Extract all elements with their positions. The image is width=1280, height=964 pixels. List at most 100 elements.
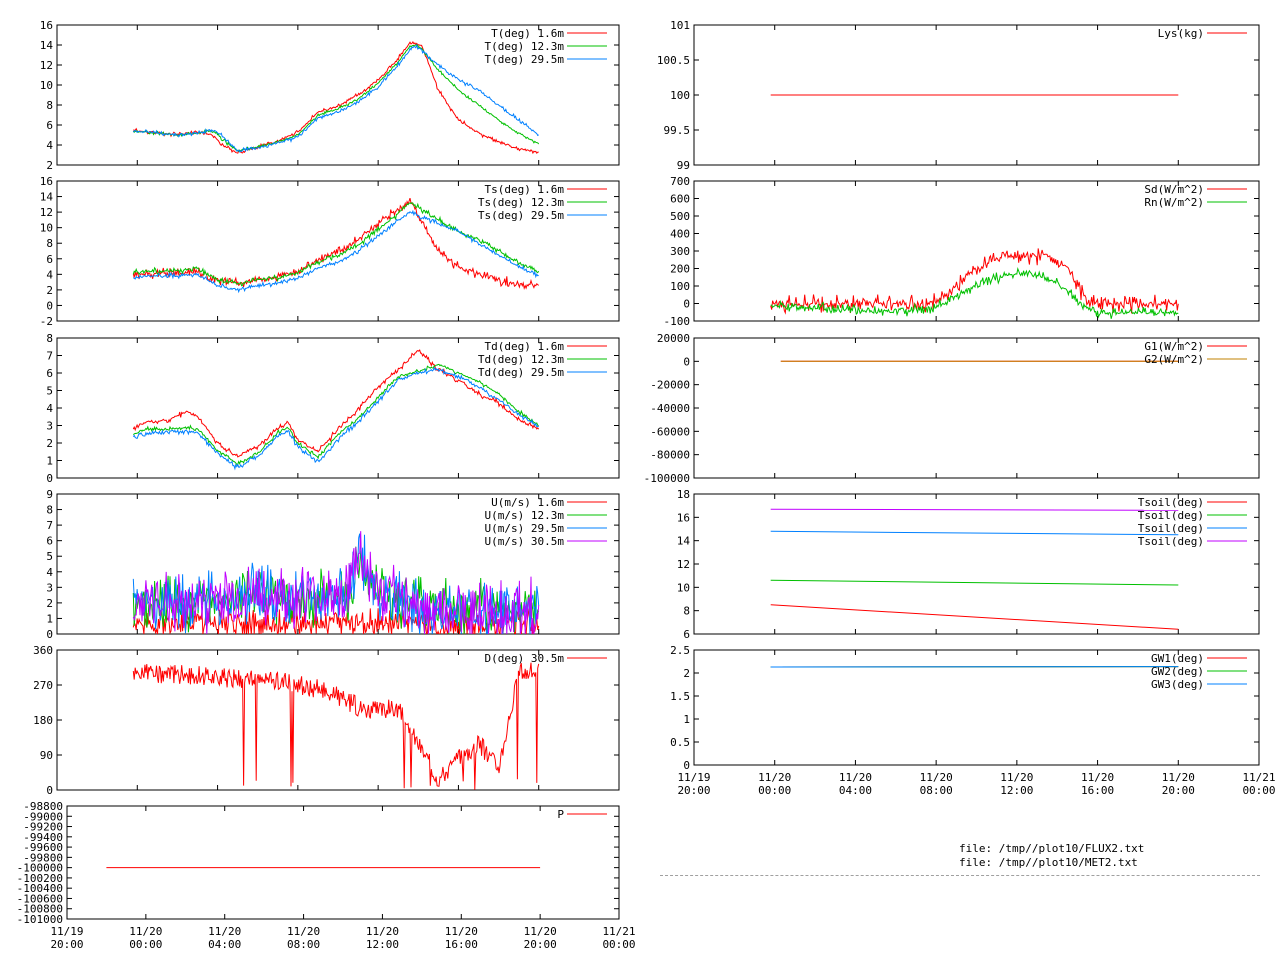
y-tick-label: 700 [670,175,690,188]
y-tick-label: 600 [670,193,690,206]
file-path-label: file: /tmp//plot10/FLUX2.txt [959,842,1144,855]
y-tick-label: 400 [670,228,690,241]
y-tick-label: 7 [46,350,53,363]
series-line-tsoil-3 [771,509,1179,510]
x-tick-label-date: 11/21 [602,925,635,938]
legend-label: Td(deg) 12.3m [478,353,564,366]
y-tick-label: 3 [46,581,53,594]
y-tick-label: 4 [46,139,53,152]
series-line-t-0 [133,42,538,153]
legend-label: P [557,808,564,821]
y-tick-label: 14 [677,535,691,548]
series-line-tsoil-1 [771,580,1179,585]
y-tick-label: 100 [670,280,690,293]
legend-label: U(m/s) 30.5m [485,535,565,548]
legend-label: Tsoil(deg) [1138,509,1204,522]
x-tick-label-time: 00:00 [129,938,162,951]
y-tick-label: 8 [46,99,53,112]
y-tick-label: 4 [46,566,53,579]
legend-label: U(m/s) 1.6m [491,496,564,509]
y-tick-label: 1 [46,455,53,468]
y-tick-label: 10 [40,79,53,92]
legend-label: GW1(deg) [1151,652,1204,665]
file-path-label: file: /tmp//plot10/MET2.txt [959,856,1138,869]
y-tick-label: 12 [677,558,690,571]
legend-label: G2(W/m^2) [1144,353,1204,366]
y-tick-label: 1 [46,612,53,625]
y-tick-label: 2 [46,159,53,172]
x-tick-label-date: 11/20 [920,771,953,784]
y-tick-label: 8 [46,504,53,517]
legend-label: T(deg) 12.3m [485,40,565,53]
y-tick-label: -20000 [650,379,690,392]
y-tick-label: -40000 [650,402,690,415]
series-line-td-2 [133,368,538,469]
legend-label: T(deg) 1.6m [491,27,564,40]
y-tick-label: 100 [670,89,690,102]
legend-label: Sd(W/m^2) [1144,183,1204,196]
y-tick-label: 300 [670,245,690,258]
y-tick-label: -60000 [650,425,690,438]
y-tick-label: 12 [40,59,53,72]
legend-label: T(deg) 29.5m [485,53,565,66]
y-tick-label: 200 [670,263,690,276]
legend-label: Ts(deg) 29.5m [478,209,564,222]
y-tick-label: 1.5 [670,690,690,703]
x-tick-label-date: 11/19 [50,925,83,938]
x-tick-label-date: 11/20 [366,925,399,938]
chart-gw: 00.511.522.511/1920:0011/2000:0011/2004:… [670,644,1275,797]
y-tick-label: 10 [677,581,690,594]
y-tick-label: -80000 [650,449,690,462]
y-tick-label: 10 [40,222,53,235]
x-tick-label-date: 11/20 [287,925,320,938]
x-tick-label-time: 20:00 [524,938,557,951]
y-tick-label: -98800 [23,800,63,813]
chart-tsoil: 681012141618Tsoil(deg)Tsoil(deg)Tsoil(de… [677,488,1259,641]
x-tick-label-date: 11/20 [524,925,557,938]
chart-rad: -1000100200300400500600700Sd(W/m^2)Rn(W/… [664,175,1260,328]
legend-label: Lys(kg) [1158,27,1204,40]
chart-g: -100000-80000-60000-40000-20000020000G1(… [644,332,1259,485]
y-tick-label: 99 [677,159,690,172]
y-tick-label: 4 [46,268,53,281]
dashed-separator [660,875,1260,876]
x-tick-label-time: 16:00 [1081,784,1114,797]
y-tick-label: 3 [46,420,53,433]
x-tick-label-time: 08:00 [920,784,953,797]
y-tick-label: 0 [46,472,53,485]
y-tick-label: 5 [46,385,53,398]
series-line-tsoil-0 [771,605,1179,630]
y-tick-label: 180 [33,714,53,727]
legend-label: Rn(W/m^2) [1144,196,1204,209]
x-tick-label-date: 11/20 [208,925,241,938]
x-tick-label-date: 11/19 [677,771,710,784]
x-tick-label-date: 11/20 [445,925,478,938]
y-tick-label: 14 [40,191,54,204]
x-tick-label-time: 08:00 [287,938,320,951]
x-tick-label-time: 12:00 [366,938,399,951]
y-tick-label: 2 [46,284,53,297]
legend-label: G1(W/m^2) [1144,340,1204,353]
x-tick-label-time: 00:00 [1242,784,1275,797]
y-tick-label: 7 [46,519,53,532]
legend-label: Tsoil(deg) [1138,496,1204,509]
x-tick-label-time: 04:00 [208,938,241,951]
y-tick-label: 99.5 [664,124,691,137]
y-tick-label: 360 [33,644,53,657]
y-tick-label: 0 [683,298,690,311]
series-line-t-1 [133,45,538,152]
x-tick-label-time: 20:00 [677,784,710,797]
x-tick-label-time: 20:00 [50,938,83,951]
y-tick-label: 18 [677,488,690,501]
x-tick-label-date: 11/21 [1242,771,1275,784]
y-tick-label: 2 [683,667,690,680]
y-tick-label: 2.5 [670,644,690,657]
chart-p: -101000-100800-100600-100400-100200-1000… [17,800,636,951]
y-tick-label: 8 [46,332,53,345]
y-tick-label: 4 [46,402,53,415]
